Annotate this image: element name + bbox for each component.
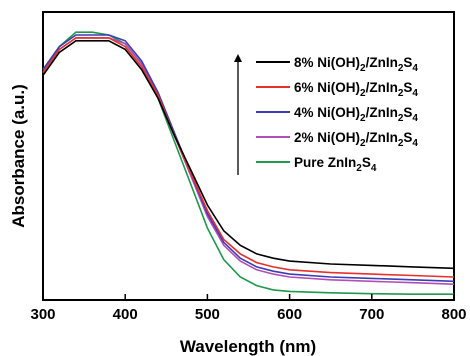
legend-arrow-head [234, 54, 242, 62]
x-tick-label-3: 600 [277, 306, 302, 323]
x-tick-label-2: 500 [195, 306, 220, 323]
legend-label-0: 8% Ni(OH)2/ZnIn2S4 [294, 55, 418, 74]
x-tick-label-5: 800 [441, 306, 466, 323]
x-tick-label-4: 700 [359, 306, 384, 323]
x-axis-label: Wavelength (nm) [180, 337, 316, 356]
y-axis-label: Absorbance (a.u.) [9, 84, 28, 228]
legend-label-3: 2% Ni(OH)2/ZnIn2S4 [294, 130, 418, 149]
legend-label-2: 4% Ni(OH)2/ZnIn2S4 [294, 105, 418, 124]
series-lines [42, 31, 455, 296]
legend-label-1: 6% Ni(OH)2/ZnIn2S4 [294, 80, 418, 99]
legend-label-4: Pure ZnIn2S4 [294, 155, 377, 174]
series-line-2 [42, 34, 455, 283]
x-tick-label-1: 400 [113, 306, 138, 323]
series-line-4 [42, 31, 454, 296]
series-line-0 [42, 39, 455, 270]
legend: 8% Ni(OH)2/ZnIn2S4 6% Ni(OH)2/ZnIn2S4 4% N… [256, 55, 418, 174]
plot-frame [42, 11, 455, 301]
x-tick-label-0: 300 [30, 306, 55, 323]
series-line-3 [42, 37, 455, 285]
series-line-1 [42, 37, 455, 278]
x-axis-ticks: 300 400 500 600 700 800 [30, 294, 467, 323]
